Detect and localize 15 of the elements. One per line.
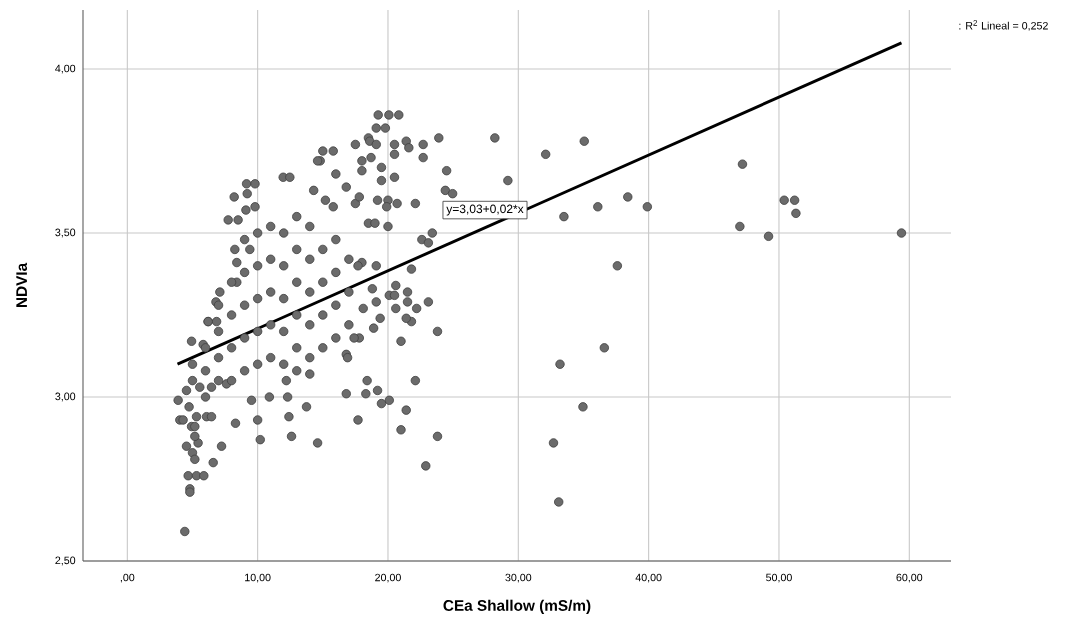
x-tick-label: 50,00 bbox=[766, 573, 792, 583]
x-tick-label: 60,00 bbox=[896, 573, 923, 583]
text: : R$^{2}$ Lineal = 0,252 bbox=[959, 20, 1048, 31]
y-axis-title: NDVIa bbox=[16, 262, 28, 308]
y-tick-label: 3,50 bbox=[55, 228, 76, 238]
x-tick-label: 20,00 bbox=[375, 573, 401, 583]
x-axis-title: CEa Shallow (mS/m) bbox=[443, 599, 591, 614]
annotation: y=3,03+0,02*x bbox=[446, 204, 524, 216]
y-tick-label: 3,00 bbox=[55, 392, 76, 402]
x-tick-label: 40,00 bbox=[635, 573, 662, 583]
x-tick-label: 30,00 bbox=[505, 573, 532, 583]
y-tick-label: 2,50 bbox=[55, 556, 76, 566]
y-tick-label: 4,00 bbox=[55, 64, 76, 74]
x-tick-label: ,00 bbox=[120, 573, 135, 583]
x-tick-label: 10,00 bbox=[245, 573, 271, 583]
